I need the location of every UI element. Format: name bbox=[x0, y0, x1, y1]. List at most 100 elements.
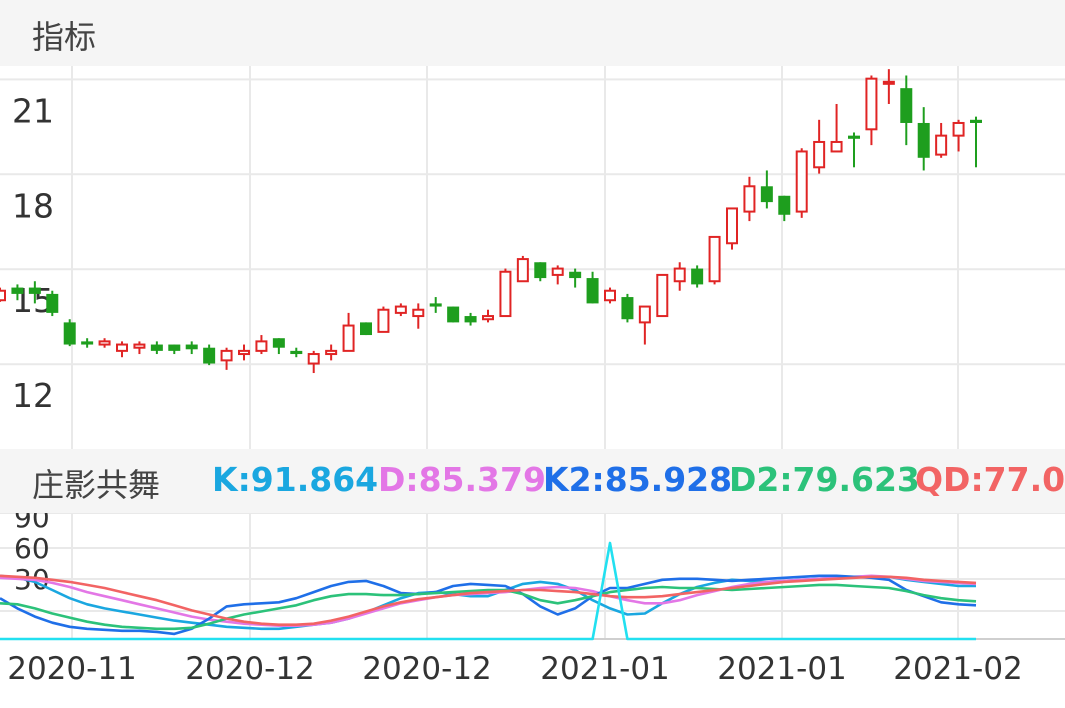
candle-body bbox=[168, 344, 181, 351]
candle[interactable] bbox=[830, 103, 843, 153]
candle[interactable] bbox=[220, 347, 233, 370]
candle[interactable] bbox=[272, 338, 285, 355]
candle[interactable] bbox=[917, 107, 930, 171]
y-tick-label: 21 bbox=[12, 91, 54, 130]
candle[interactable] bbox=[900, 75, 913, 146]
candle[interactable] bbox=[499, 268, 512, 318]
candle[interactable] bbox=[307, 350, 320, 374]
candle[interactable] bbox=[429, 297, 442, 313]
legend-item: D:85.379 bbox=[378, 460, 546, 499]
candle[interactable] bbox=[848, 132, 860, 168]
candle-body bbox=[307, 353, 320, 365]
candle-body bbox=[726, 207, 738, 245]
candle[interactable] bbox=[464, 312, 477, 326]
candle-body bbox=[499, 270, 512, 318]
y-tick-label: 90 bbox=[14, 513, 50, 534]
candle[interactable] bbox=[360, 322, 372, 336]
candle[interactable] bbox=[865, 75, 878, 146]
candle[interactable] bbox=[185, 341, 198, 355]
candle-body bbox=[917, 122, 930, 158]
candle[interactable] bbox=[412, 303, 425, 329]
x-tick-label: 2020-11 bbox=[7, 651, 137, 687]
candle-body bbox=[673, 267, 686, 283]
candle[interactable] bbox=[778, 195, 791, 222]
candle[interactable] bbox=[760, 170, 773, 209]
candle-body bbox=[830, 140, 843, 153]
candle-body bbox=[638, 305, 651, 324]
candle-body bbox=[272, 338, 285, 348]
candle[interactable] bbox=[726, 207, 738, 250]
candle-body bbox=[150, 344, 163, 351]
candle[interactable] bbox=[394, 303, 407, 317]
candle[interactable] bbox=[81, 338, 94, 348]
candle[interactable] bbox=[795, 148, 808, 218]
candle[interactable] bbox=[377, 306, 390, 333]
x-tick-label: 2021-01 bbox=[540, 651, 670, 687]
series-line bbox=[0, 583, 977, 631]
candle-body bbox=[325, 349, 338, 356]
candle[interactable] bbox=[168, 344, 181, 355]
candle[interactable] bbox=[604, 287, 616, 304]
candle[interactable] bbox=[342, 312, 355, 352]
candle-body bbox=[464, 316, 477, 323]
y-tick-label: 18 bbox=[12, 186, 54, 225]
series-line bbox=[0, 574, 977, 636]
candle[interactable] bbox=[116, 341, 128, 358]
candle-body bbox=[848, 135, 860, 139]
candle-body bbox=[220, 349, 233, 362]
candle[interactable] bbox=[63, 319, 76, 347]
candle[interactable] bbox=[238, 344, 250, 361]
page-title: 指标 bbox=[32, 18, 97, 56]
candle[interactable] bbox=[325, 344, 338, 361]
candle[interactable] bbox=[534, 262, 547, 282]
candle[interactable] bbox=[551, 265, 564, 285]
candle-body bbox=[586, 278, 599, 304]
candle[interactable] bbox=[743, 176, 756, 222]
candle[interactable] bbox=[935, 122, 948, 158]
legend-item: D2:79.623 bbox=[729, 460, 920, 499]
candle[interactable] bbox=[150, 341, 163, 355]
candle-body bbox=[46, 293, 59, 313]
candle[interactable] bbox=[882, 69, 895, 104]
candle[interactable] bbox=[813, 119, 826, 174]
series-line bbox=[0, 541, 976, 641]
candle-body bbox=[447, 306, 460, 323]
candle-body bbox=[0, 289, 6, 302]
candle-body bbox=[534, 262, 547, 279]
candle[interactable] bbox=[952, 119, 965, 152]
candle-body bbox=[621, 297, 634, 320]
candle[interactable] bbox=[970, 116, 982, 168]
candle-body bbox=[28, 287, 41, 294]
candle-body bbox=[970, 119, 982, 123]
candle[interactable] bbox=[11, 284, 24, 301]
candle-body bbox=[185, 344, 198, 350]
candle[interactable] bbox=[638, 305, 651, 345]
candle[interactable] bbox=[673, 262, 686, 291]
candle[interactable] bbox=[255, 335, 268, 355]
candle[interactable] bbox=[586, 271, 599, 304]
candle-body bbox=[551, 267, 564, 276]
candle[interactable] bbox=[98, 338, 111, 348]
candle[interactable] bbox=[569, 268, 582, 288]
candle[interactable] bbox=[447, 306, 460, 323]
candle[interactable] bbox=[28, 281, 41, 304]
candle[interactable] bbox=[621, 293, 634, 323]
candle[interactable] bbox=[708, 235, 721, 285]
candle[interactable] bbox=[0, 287, 6, 302]
candle[interactable] bbox=[46, 290, 59, 317]
indicator-bar bbox=[0, 449, 1065, 513]
candle[interactable] bbox=[290, 347, 303, 358]
candle-body bbox=[569, 271, 582, 279]
candle[interactable] bbox=[656, 273, 669, 318]
candle-body bbox=[516, 258, 529, 283]
candle-body bbox=[482, 315, 494, 321]
candle[interactable] bbox=[133, 341, 146, 355]
candle[interactable] bbox=[203, 344, 216, 366]
candle[interactable] bbox=[691, 265, 704, 288]
legend-item: K:91.864 bbox=[212, 460, 379, 499]
candle[interactable] bbox=[516, 255, 529, 283]
candle[interactable] bbox=[482, 309, 494, 323]
candle-body bbox=[203, 347, 216, 364]
